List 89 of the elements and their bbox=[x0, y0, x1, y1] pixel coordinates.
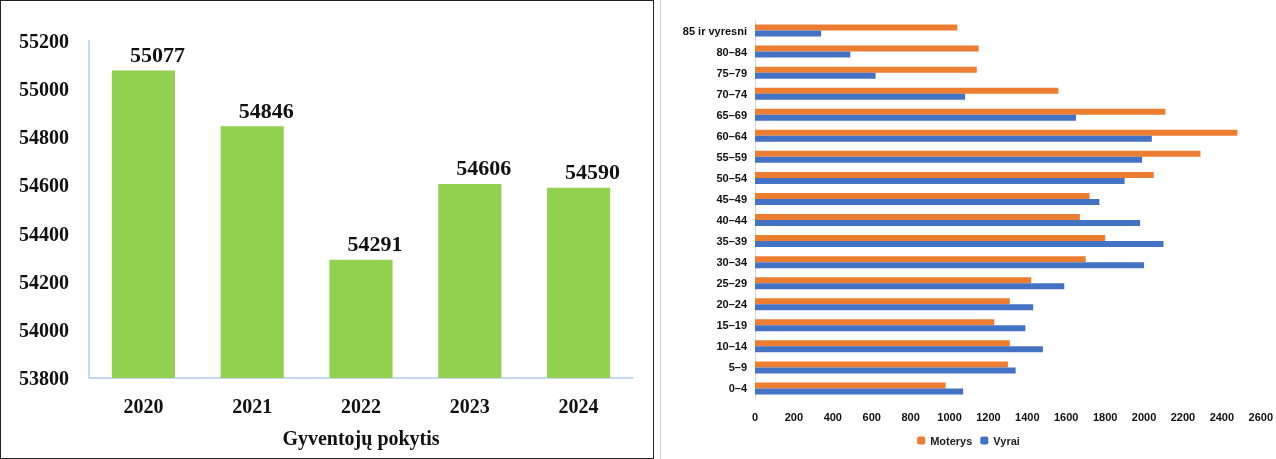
x-tick-label: 1400 bbox=[1015, 410, 1040, 423]
x-tick-label: 2200 bbox=[1170, 410, 1196, 423]
y-tick-label: 85 ir vyresni bbox=[682, 24, 747, 37]
bar bbox=[755, 51, 851, 58]
y-tick-label: 75–79 bbox=[716, 66, 747, 79]
y-tick-label: 53800 bbox=[19, 367, 69, 389]
bar bbox=[755, 177, 1125, 184]
bar bbox=[755, 192, 1090, 199]
bar bbox=[755, 150, 1201, 157]
bar bbox=[755, 24, 958, 31]
y-tick-label: 45–49 bbox=[716, 192, 747, 205]
legend-label: Vyrai bbox=[993, 434, 1020, 447]
y-tick-label: 5–9 bbox=[728, 361, 747, 374]
bar bbox=[755, 241, 1164, 248]
y-tick-label: 54400 bbox=[19, 222, 69, 245]
x-tick-label: 2023 bbox=[449, 395, 490, 417]
y-tick-label: 55000 bbox=[19, 78, 69, 101]
bar bbox=[755, 361, 1008, 368]
data-label: 54590 bbox=[565, 159, 621, 185]
bar bbox=[755, 304, 1034, 311]
data-label: 54606 bbox=[456, 155, 512, 181]
y-tick-label: 55–59 bbox=[716, 150, 747, 163]
y-tick-label: 15–19 bbox=[716, 319, 747, 332]
y-tick-label: 35–39 bbox=[716, 235, 747, 248]
legend-label: Moterys bbox=[930, 434, 973, 447]
bar bbox=[755, 66, 977, 73]
y-tick-label: 54800 bbox=[19, 126, 69, 149]
bar bbox=[755, 156, 1143, 163]
x-axis-title: Gyventojų pokytis bbox=[282, 427, 440, 450]
bar bbox=[755, 382, 946, 389]
bar bbox=[755, 30, 822, 37]
y-tick-label: 65–69 bbox=[716, 108, 747, 121]
y-tick-label: 80–84 bbox=[716, 45, 748, 58]
bar bbox=[755, 198, 1100, 205]
bar bbox=[755, 45, 979, 52]
bar bbox=[755, 87, 1059, 94]
x-tick-label: 600 bbox=[862, 410, 881, 423]
x-tick-label: 2600 bbox=[1248, 410, 1274, 423]
x-tick-label: 2024 bbox=[558, 395, 599, 417]
bar bbox=[755, 93, 966, 100]
x-tick-label: 2400 bbox=[1209, 410, 1235, 423]
bar bbox=[755, 346, 1043, 353]
bar bbox=[755, 319, 995, 326]
x-tick-label: 800 bbox=[901, 410, 920, 423]
bar bbox=[755, 114, 1076, 121]
x-tick-label: 1200 bbox=[976, 410, 1001, 423]
x-tick-label: 1800 bbox=[1092, 410, 1118, 423]
x-tick-label: 2021 bbox=[232, 395, 273, 417]
bar bbox=[755, 325, 1026, 332]
bar bbox=[755, 283, 1065, 290]
bar bbox=[755, 129, 1238, 136]
x-tick-label: 2000 bbox=[1131, 410, 1157, 423]
bar bbox=[755, 388, 964, 395]
y-tick-label: 54200 bbox=[19, 270, 69, 293]
y-tick-label: 50–54 bbox=[716, 171, 748, 184]
y-tick-label: 10–14 bbox=[716, 340, 748, 353]
x-tick-label: 200 bbox=[784, 410, 804, 423]
data-label: 54846 bbox=[238, 97, 294, 123]
y-tick-label: 54600 bbox=[19, 174, 69, 197]
y-tick-label: 0–4 bbox=[728, 382, 748, 395]
bar bbox=[755, 256, 1086, 263]
bar bbox=[755, 135, 1152, 142]
bar bbox=[755, 262, 1145, 269]
bar bbox=[755, 277, 1032, 284]
x-tick-label: 1000 bbox=[937, 410, 962, 423]
y-tick-label: 54000 bbox=[19, 318, 69, 341]
y-tick-label: 55200 bbox=[19, 30, 69, 52]
y-tick-label: 30–34 bbox=[716, 256, 748, 269]
x-tick-label: 400 bbox=[823, 410, 842, 423]
y-tick-label: 60–64 bbox=[716, 129, 748, 142]
bar bbox=[755, 72, 876, 79]
bar bbox=[755, 298, 1010, 305]
bar bbox=[755, 220, 1141, 227]
bar bbox=[755, 214, 1080, 221]
bar bbox=[755, 108, 1166, 115]
x-tick-label: 2022 bbox=[341, 395, 381, 417]
data-label: 54291 bbox=[347, 231, 403, 257]
bar bbox=[755, 340, 1010, 347]
y-tick-label: 70–74 bbox=[716, 87, 748, 100]
x-tick-label: 2020 bbox=[123, 395, 164, 417]
data-label: 55077 bbox=[129, 42, 185, 68]
y-tick-label: 25–29 bbox=[716, 277, 747, 290]
x-tick-label: 0 bbox=[751, 410, 759, 423]
y-tick-label: 20–24 bbox=[716, 298, 748, 311]
y-tick-label: 40–44 bbox=[716, 214, 748, 227]
x-tick-label: 1600 bbox=[1054, 410, 1079, 423]
bar bbox=[755, 367, 1016, 374]
bar bbox=[755, 235, 1106, 242]
bar bbox=[755, 171, 1154, 178]
